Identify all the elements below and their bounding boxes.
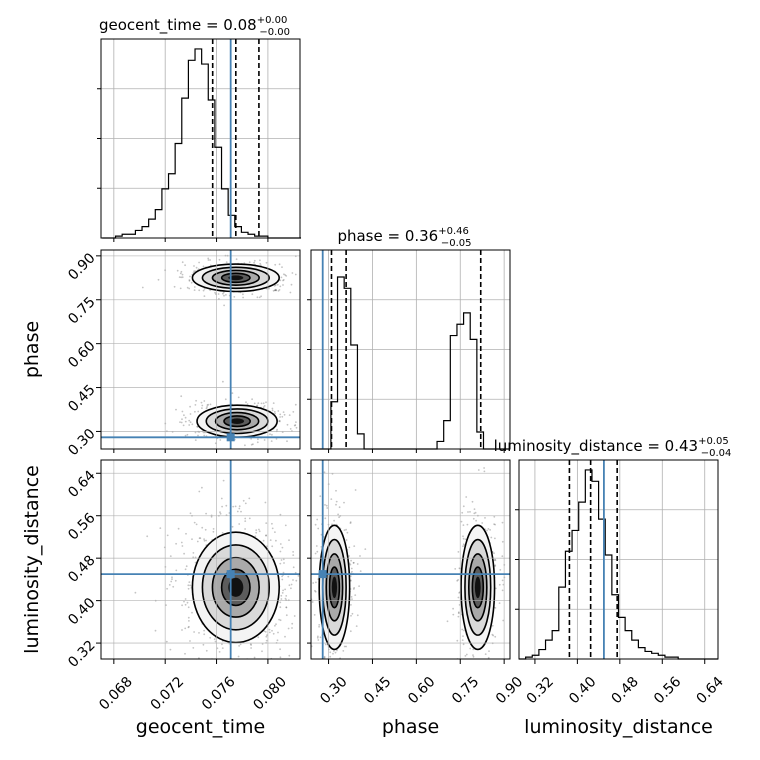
panel-title-phase: phase = 0.36+0.46 −0.05 (337, 226, 471, 249)
density-panel-geocent_time-vs-luminosity_distance (100, 459, 301, 660)
truth-marker (226, 433, 235, 442)
contour-line (325, 553, 344, 622)
hist-panel-geocent_time (97, 38, 302, 239)
x-tick-label: 0.40 (566, 674, 599, 707)
y-tick-label: 0.30 (65, 426, 98, 459)
contour-line (471, 566, 485, 609)
density-panel-phase-vs-luminosity_distance (310, 459, 511, 660)
y-axis-label-luminosity_distance: luminosity_distance (21, 465, 43, 654)
contour-line (220, 272, 251, 284)
truth-marker (226, 570, 235, 579)
contour-line (467, 553, 488, 622)
x-axis-label-geocent_time: geocent_time (136, 716, 265, 738)
x-tick-label: 0.30 (317, 674, 350, 707)
y-tick-label: 0.45 (65, 382, 98, 415)
x-tick-label: 0.90 (493, 674, 526, 707)
contour-line (220, 568, 251, 607)
panel-title-luminosity_distance: luminosity_distance = 0.43+0.05 −0.04 (494, 436, 732, 459)
y-tick-label: 0.75 (65, 294, 98, 327)
x-axis-label-luminosity_distance: luminosity_distance (524, 716, 713, 738)
y-axis-label-phase: phase (21, 321, 43, 378)
x-tick-label: 0.56 (651, 674, 684, 707)
y-tick-label: 0.40 (65, 595, 98, 628)
x-axis-label-phase: phase (382, 716, 439, 738)
panel-title-geocent_time: geocent_time = 0.08+0.00 −0.00 (99, 15, 290, 38)
contour-line (201, 544, 270, 631)
x-tick-label: 0.60 (405, 674, 438, 707)
x-tick-label: 0.64 (693, 674, 726, 707)
hist-panel-phase (307, 249, 511, 450)
x-tick-label: 0.48 (609, 674, 642, 707)
contour-line (214, 411, 260, 431)
contour-line (191, 531, 281, 644)
contour-line (328, 566, 341, 609)
density-panel-geocent_time-vs-phase (100, 249, 301, 450)
truth-marker (318, 570, 327, 579)
y-tick-label: 0.60 (65, 338, 98, 371)
x-tick-label: 0.75 (449, 674, 482, 707)
contour-line (211, 556, 260, 618)
x-tick-label: 0.072 (148, 674, 188, 714)
y-tick-label: 0.56 (65, 510, 98, 543)
y-tick-label: 0.48 (65, 553, 98, 586)
contour-line (223, 415, 251, 428)
hist-step-geocent_time (102, 48, 302, 239)
contour-line (318, 524, 351, 651)
contour-line (460, 524, 496, 651)
contour-line (191, 263, 281, 293)
hist-panel-luminosity_distance (515, 459, 719, 660)
contour-line (211, 269, 260, 286)
y-tick-label: 0.90 (65, 250, 98, 283)
x-tick-label: 0.068 (96, 674, 136, 714)
x-tick-label: 0.076 (199, 674, 239, 714)
y-tick-label: 0.32 (65, 637, 98, 670)
x-tick-label: 0.080 (250, 674, 290, 714)
x-tick-label: 0.32 (524, 674, 557, 707)
x-tick-label: 0.45 (361, 674, 394, 707)
hist-step-luminosity_distance (519, 469, 718, 660)
contour-line (464, 538, 492, 636)
y-tick-label: 0.64 (65, 468, 98, 501)
contour-line (201, 266, 270, 290)
